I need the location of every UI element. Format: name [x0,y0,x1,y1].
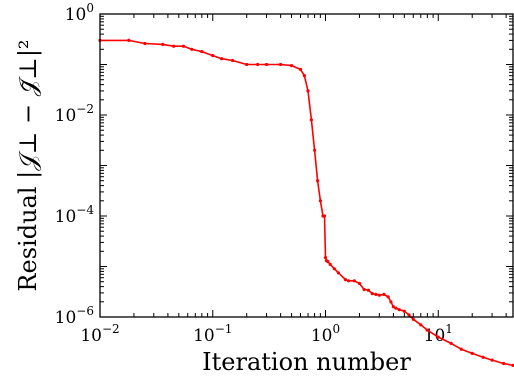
data-point [357,281,362,286]
data-point [394,306,398,310]
data-point [362,287,366,292]
x-tick-label: 10−2 [80,322,119,346]
data-point [346,279,351,283]
data-point [328,262,332,266]
data-point [326,260,330,264]
data-point [389,300,393,304]
data-point [481,355,485,359]
data-point [316,179,320,183]
data-point [425,328,429,332]
data-point [343,278,347,282]
data-point [332,267,336,271]
data-point [256,62,260,67]
y-tick-label: 10−4 [55,203,95,227]
data-point [298,67,303,71]
y-tick-labels: 10−6 10−4 10−2 100 [55,1,95,328]
data-point [470,351,474,355]
y-tick-label: 100 [65,1,94,25]
data-point [318,199,322,203]
data-point [323,256,328,260]
series-layer [98,38,514,367]
y-tick-label: 10−6 [55,304,94,328]
plot-frame [99,13,514,318]
data-point [265,62,269,67]
data-point [190,47,194,51]
data-point [279,62,283,67]
x-tick-label: 10−1 [193,322,232,346]
data-point [161,42,165,47]
data-point [127,38,131,43]
x-tick-labels: 10−2 10−1 100 101 [80,322,453,346]
data-point [386,295,390,299]
data-point [143,41,147,46]
data-point [374,292,378,296]
data-point [459,347,463,351]
data-point [407,313,411,317]
data-point [391,305,395,309]
data-point [490,358,494,362]
data-point [502,361,506,366]
x-axis-label: Iteration number [202,348,411,376]
data-point [306,89,310,93]
x-tick-label: 100 [311,322,340,346]
data-point [231,58,235,63]
data-point [382,292,386,296]
data-point [322,214,327,218]
data-point [419,323,423,327]
data-point [245,62,249,67]
data-point [370,292,374,296]
data-point [352,279,356,283]
data-point [200,50,204,54]
data-point [511,363,514,367]
y-tick-label: 10−2 [55,102,94,126]
data-point [436,335,440,339]
data-point [220,57,224,61]
data-point [402,309,406,313]
data-point [411,317,415,321]
data-point [290,64,294,68]
axis-ticks [99,13,513,318]
data-point [449,341,453,345]
data-point [313,148,317,152]
data-point [377,293,381,297]
data-point [397,308,401,312]
data-point [366,288,370,292]
data-point [172,44,176,48]
data-point [181,44,186,48]
y-axis-label: Residual |𝒥⊥ − 𝒥̃⊥|² [14,39,43,291]
data-point [211,54,215,58]
data-point [309,118,313,122]
data-point [336,271,340,275]
data-point [302,74,306,78]
